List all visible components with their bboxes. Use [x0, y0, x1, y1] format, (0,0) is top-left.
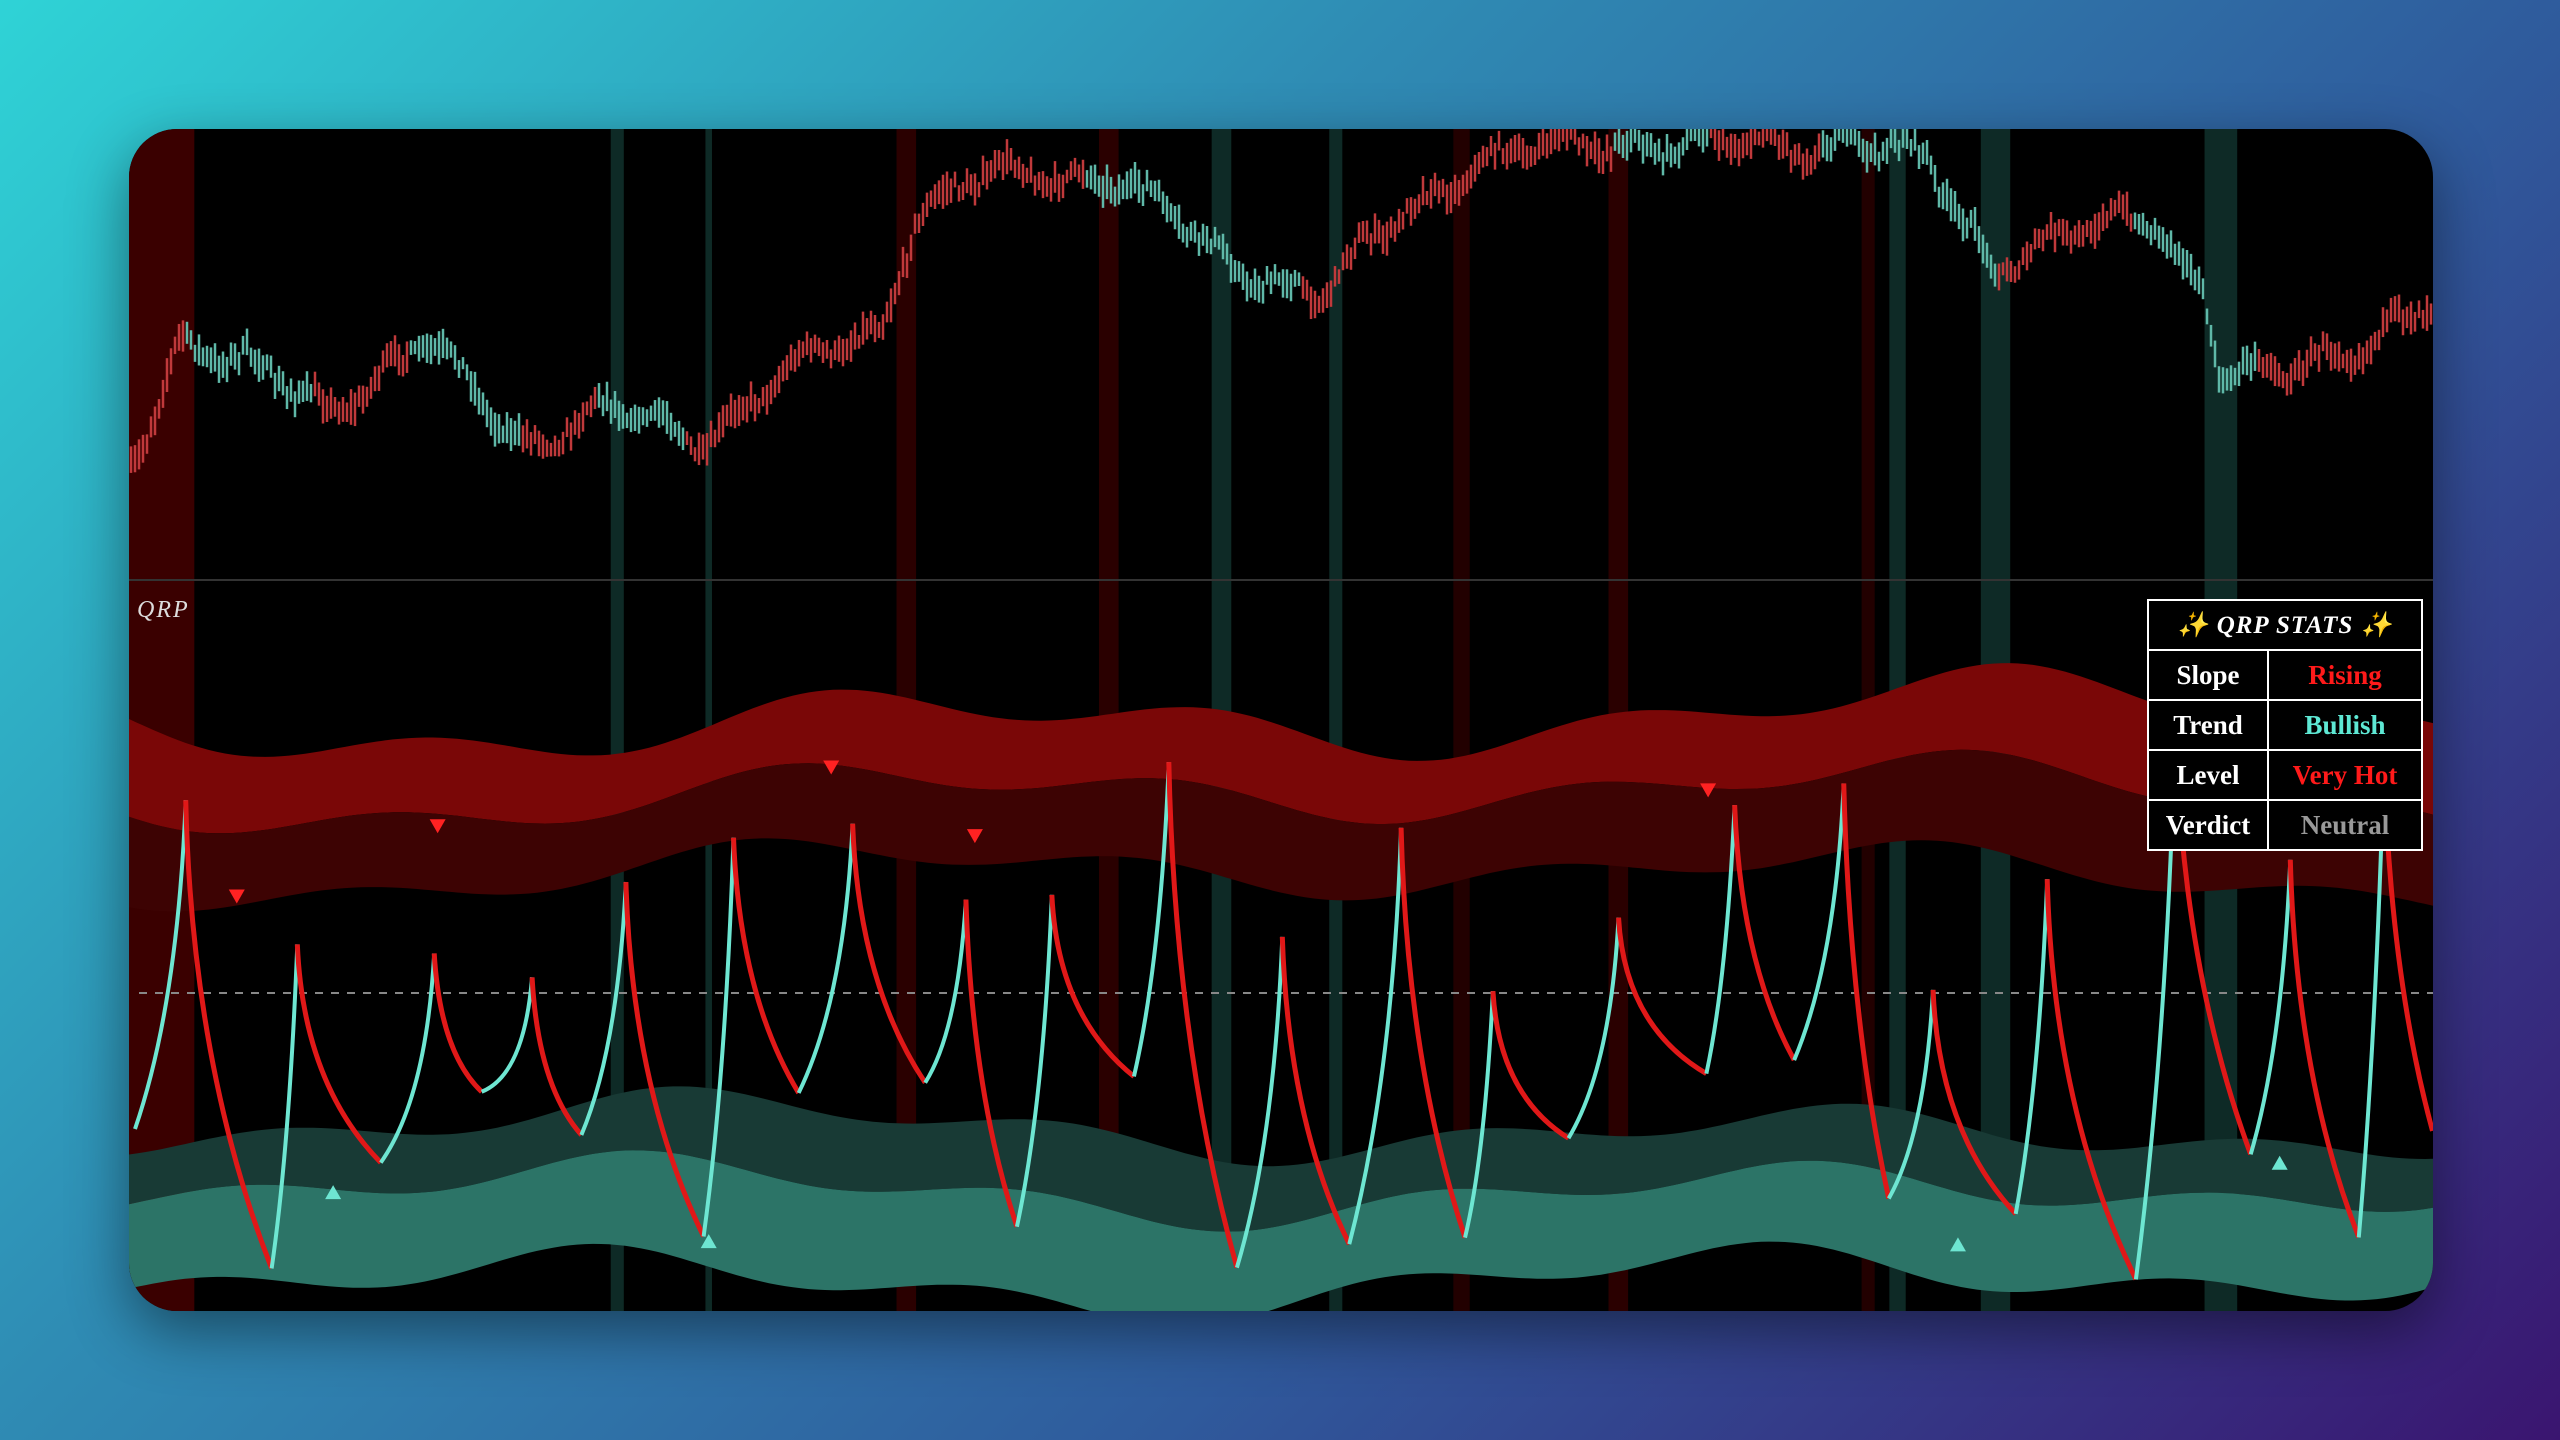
oscillator-fall: [1930, 989, 2018, 1216]
oscillator-fall: [1732, 804, 1797, 1062]
stats-row: Verdict Neutral: [2147, 799, 2423, 851]
oscillator-fall: [1616, 917, 1708, 1076]
stat-key: Trend: [2147, 699, 2269, 751]
signal-marker: [700, 1234, 717, 1249]
oscillator-fall: [183, 800, 274, 1270]
oscillator-rise: [1792, 783, 1846, 1061]
stat-key: Slope: [2147, 649, 2269, 701]
oscillator-fall: [1279, 936, 1352, 1246]
oscillator-rise: [1704, 804, 1737, 1075]
stat-value: Neutral: [2267, 799, 2423, 851]
signal-marker: [228, 889, 245, 904]
highlight-column: [1329, 129, 1343, 1311]
chart: [129, 129, 2433, 1311]
oscillator-rise: [2013, 879, 2050, 1215]
oscillator-rise: [480, 977, 535, 1094]
signal-marker: [2271, 1155, 2288, 1170]
stats-row: Trend Bullish: [2147, 699, 2423, 751]
oscillator-rise: [133, 800, 188, 1130]
oscillator-fall: [731, 837, 801, 1095]
stat-value: Rising: [2267, 649, 2423, 701]
signal-marker: [823, 760, 840, 775]
band: [129, 663, 2433, 834]
highlight-column: [705, 129, 712, 1311]
oscillator-rise: [1463, 991, 1495, 1239]
oscillator-rise: [923, 899, 968, 1084]
oscillator-fall: [1049, 894, 1136, 1079]
oscillator-fall: [623, 881, 706, 1238]
indicator-label: QRP: [137, 597, 190, 623]
oscillator-rise: [796, 823, 855, 1094]
oscillator-rise: [1887, 989, 1936, 1200]
oscillator-fall: [529, 977, 584, 1137]
oscillator-fall: [1490, 990, 1570, 1141]
oscillator-rise: [1347, 827, 1404, 1245]
oscillator-fall: [1841, 783, 1892, 1200]
stat-value: Bullish: [2267, 699, 2423, 751]
band: [129, 1150, 2433, 1311]
oscillator-fall: [294, 944, 383, 1165]
oscillator-rise: [1014, 894, 1054, 1228]
stat-value: Very Hot: [2267, 749, 2423, 801]
stats-row: Slope Rising: [2147, 649, 2423, 701]
oscillator-rise: [701, 837, 736, 1237]
band: [129, 749, 2433, 912]
stat-key: Verdict: [2147, 799, 2269, 851]
oscillator-rise: [379, 953, 437, 1164]
oscillator-fall: [1398, 827, 1468, 1239]
signal-marker: [1949, 1237, 1966, 1252]
oscillator-rise: [2248, 859, 2293, 1155]
stats-row: Level Very Hot: [2147, 749, 2423, 801]
oscillator-fall: [2287, 859, 2362, 1239]
stats-table: ✨ QRP STATS ✨ Slope Rising Trend Bullish Lev…: [2147, 599, 2423, 851]
oscillator-rise: [579, 881, 628, 1136]
oscillator-fall: [431, 953, 484, 1094]
oscillator-rise: [269, 944, 300, 1269]
stat-key: Level: [2147, 749, 2269, 801]
oscillator-fall: [850, 823, 928, 1085]
oscillator-rise: [1566, 917, 1621, 1140]
highlight-column: [1453, 129, 1470, 1311]
oscillator-rise: [1234, 936, 1285, 1269]
oscillator-rise: [1132, 761, 1171, 1077]
oscillator-fall: [1166, 762, 1240, 1269]
chart-card: QRP ✨ QRP STATS ✨ Slope Rising Trend Bullis…: [129, 129, 2433, 1311]
signal-marker: [325, 1185, 342, 1200]
signal-marker: [966, 829, 983, 844]
highlight-column: [129, 129, 195, 1311]
signal-marker: [429, 819, 446, 834]
stats-title: ✨ QRP STATS ✨: [2147, 599, 2423, 651]
oscillator-fall: [2044, 879, 2139, 1281]
band: [129, 1086, 2433, 1232]
oscillator-fall: [963, 899, 1020, 1228]
signal-marker: [1700, 783, 1717, 798]
